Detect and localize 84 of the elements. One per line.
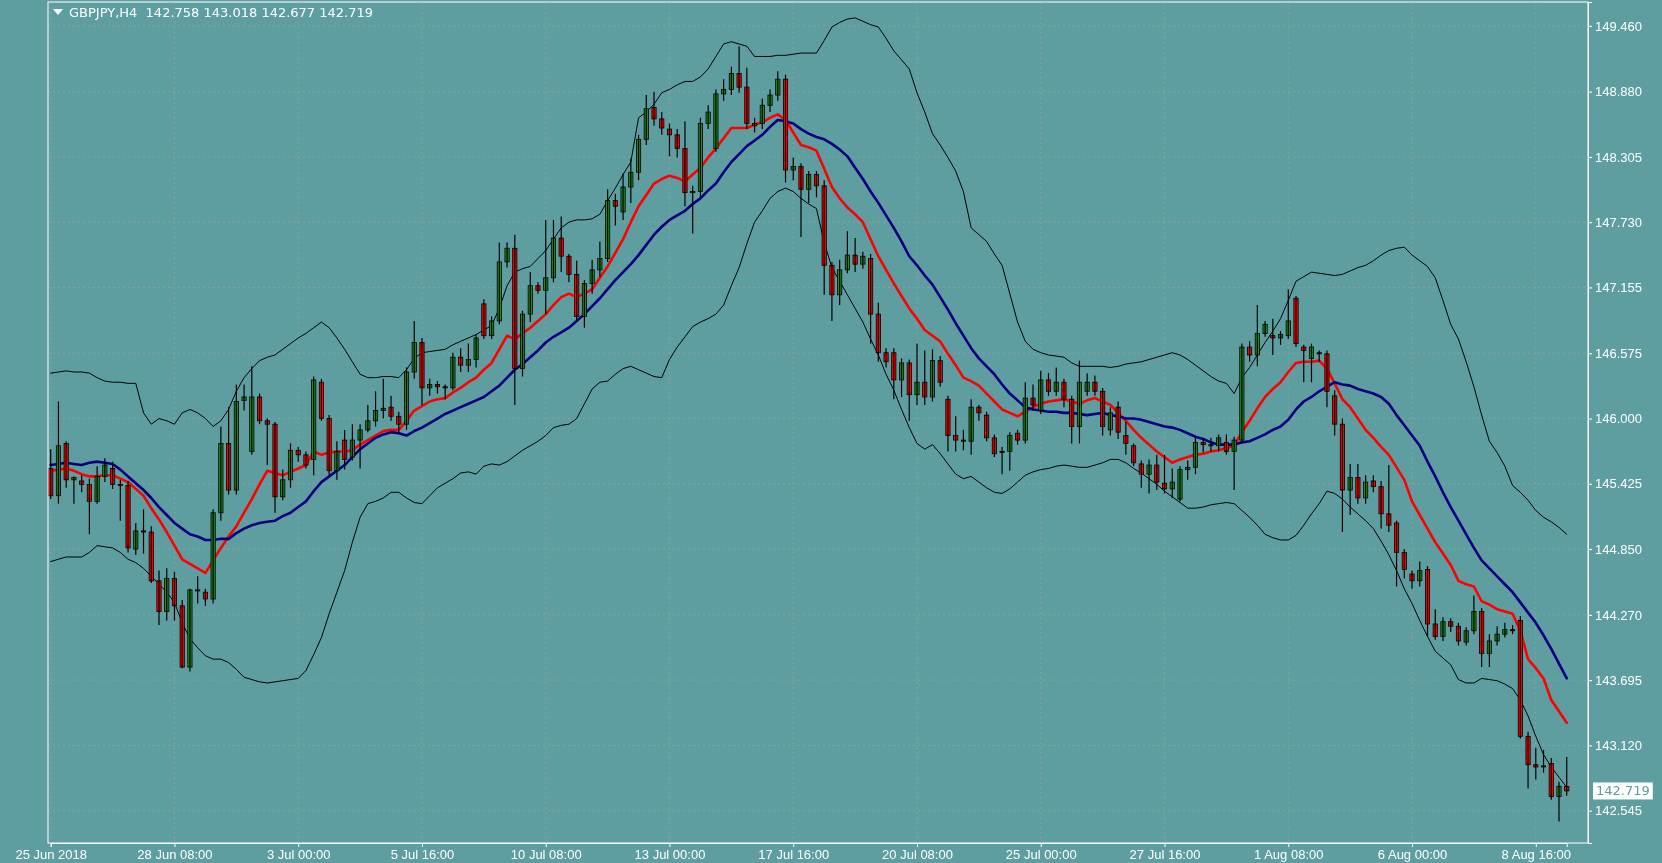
candlestick xyxy=(1301,344,1307,383)
candlestick xyxy=(365,404,371,433)
y-tick-label: 149.460 xyxy=(1595,18,1642,34)
candlestick xyxy=(1541,749,1547,774)
candlestick xyxy=(1285,288,1291,340)
x-tick-label: 20 Jul 08:00 xyxy=(882,847,953,863)
y-tick-label: 145.425 xyxy=(1595,476,1642,492)
candlestick xyxy=(960,429,966,451)
x-tick-label: 10 Jul 08:00 xyxy=(510,847,582,863)
x-tick-label: 28 Jun 08:00 xyxy=(137,847,213,863)
y-tick-label: 148.880 xyxy=(1595,84,1642,100)
candlestick xyxy=(1417,560,1423,588)
candlestick xyxy=(512,234,518,406)
candlestick xyxy=(264,417,270,466)
candlestick xyxy=(249,365,255,456)
candlestick xyxy=(1146,458,1152,495)
y-tick-label: 144.270 xyxy=(1595,607,1642,623)
candlestick xyxy=(1038,370,1044,415)
candlestick xyxy=(1502,622,1508,639)
y-tick-label: 144.850 xyxy=(1595,541,1642,557)
candlestick xyxy=(1386,464,1392,533)
x-tick-label: 17 Jul 16:00 xyxy=(758,847,830,863)
candlestick xyxy=(1432,608,1438,641)
candlestick xyxy=(195,575,201,605)
candlestick xyxy=(1053,366,1059,397)
candlestick xyxy=(63,440,69,489)
candlestick xyxy=(527,271,533,323)
candlestick xyxy=(674,128,680,159)
candlestick xyxy=(280,469,286,501)
candlestick xyxy=(396,411,402,433)
x-tick-label: 27 Jul 16:00 xyxy=(1129,847,1201,863)
x-tick-label: 13 Jul 00:00 xyxy=(634,847,706,863)
candlestick xyxy=(628,158,634,204)
candlestick xyxy=(1247,340,1253,363)
candlestick xyxy=(790,156,796,181)
candlestick xyxy=(558,215,564,273)
candlestick xyxy=(1030,383,1036,411)
candlestick xyxy=(1169,467,1175,499)
candlestick xyxy=(1533,747,1539,781)
y-tick-label: 148.305 xyxy=(1595,149,1642,165)
candlestick xyxy=(326,414,332,478)
y-tick-label: 143.695 xyxy=(1595,672,1642,688)
x-tick-label: 8 Aug 16:00 xyxy=(1501,847,1571,863)
x-tick-label: 5 Jul 16:00 xyxy=(390,847,455,863)
y-tick-label: 146.000 xyxy=(1595,411,1642,427)
y-tick-label: 147.155 xyxy=(1595,280,1642,296)
candlestick xyxy=(852,237,858,273)
text: 142.719 xyxy=(1596,783,1650,799)
candlestick xyxy=(164,567,170,622)
candlestick xyxy=(148,525,154,584)
candlestick xyxy=(543,219,549,315)
candlestick xyxy=(953,415,959,453)
candlestick xyxy=(721,78,727,102)
candlestick xyxy=(535,281,541,295)
candlestick xyxy=(937,355,943,388)
x-tick-label: 1 Aug 08:00 xyxy=(1254,847,1324,863)
x-tick-label: 3 Jul 00:00 xyxy=(266,847,331,863)
candlestick xyxy=(659,111,665,136)
x-tick-label: 25 Jun 2018 xyxy=(15,847,87,863)
candlestick xyxy=(241,383,247,412)
candlestick xyxy=(1084,372,1090,397)
y-tick-label: 143.120 xyxy=(1595,738,1642,754)
candlestick xyxy=(922,349,928,406)
candlestick xyxy=(1185,459,1191,481)
x-tick-label: 6 Aug 00:00 xyxy=(1377,847,1448,863)
candlestick xyxy=(1007,431,1013,472)
candlestick xyxy=(179,599,185,669)
x-tick-label: 25 Jul 00:00 xyxy=(1005,847,1077,863)
chart-title: GBPJPY,H4 142.758 143.018 142.677 142.719 xyxy=(69,5,374,20)
candlestick xyxy=(1270,318,1276,356)
candlestick xyxy=(1123,421,1129,456)
y-tick-label: 146.575 xyxy=(1595,345,1642,361)
candlestick xyxy=(775,70,781,102)
candlestick xyxy=(141,508,147,555)
candlestick xyxy=(891,347,897,400)
candlestick xyxy=(1154,454,1160,491)
candlestick xyxy=(411,320,417,380)
candlestick xyxy=(133,522,139,556)
candlestick xyxy=(1463,626,1469,647)
y-tick-label: 147.730 xyxy=(1595,214,1642,230)
y-tick-label: 142.545 xyxy=(1595,803,1642,819)
candlestick xyxy=(705,104,711,130)
candlestick xyxy=(1347,463,1353,516)
candlestick xyxy=(906,358,912,422)
